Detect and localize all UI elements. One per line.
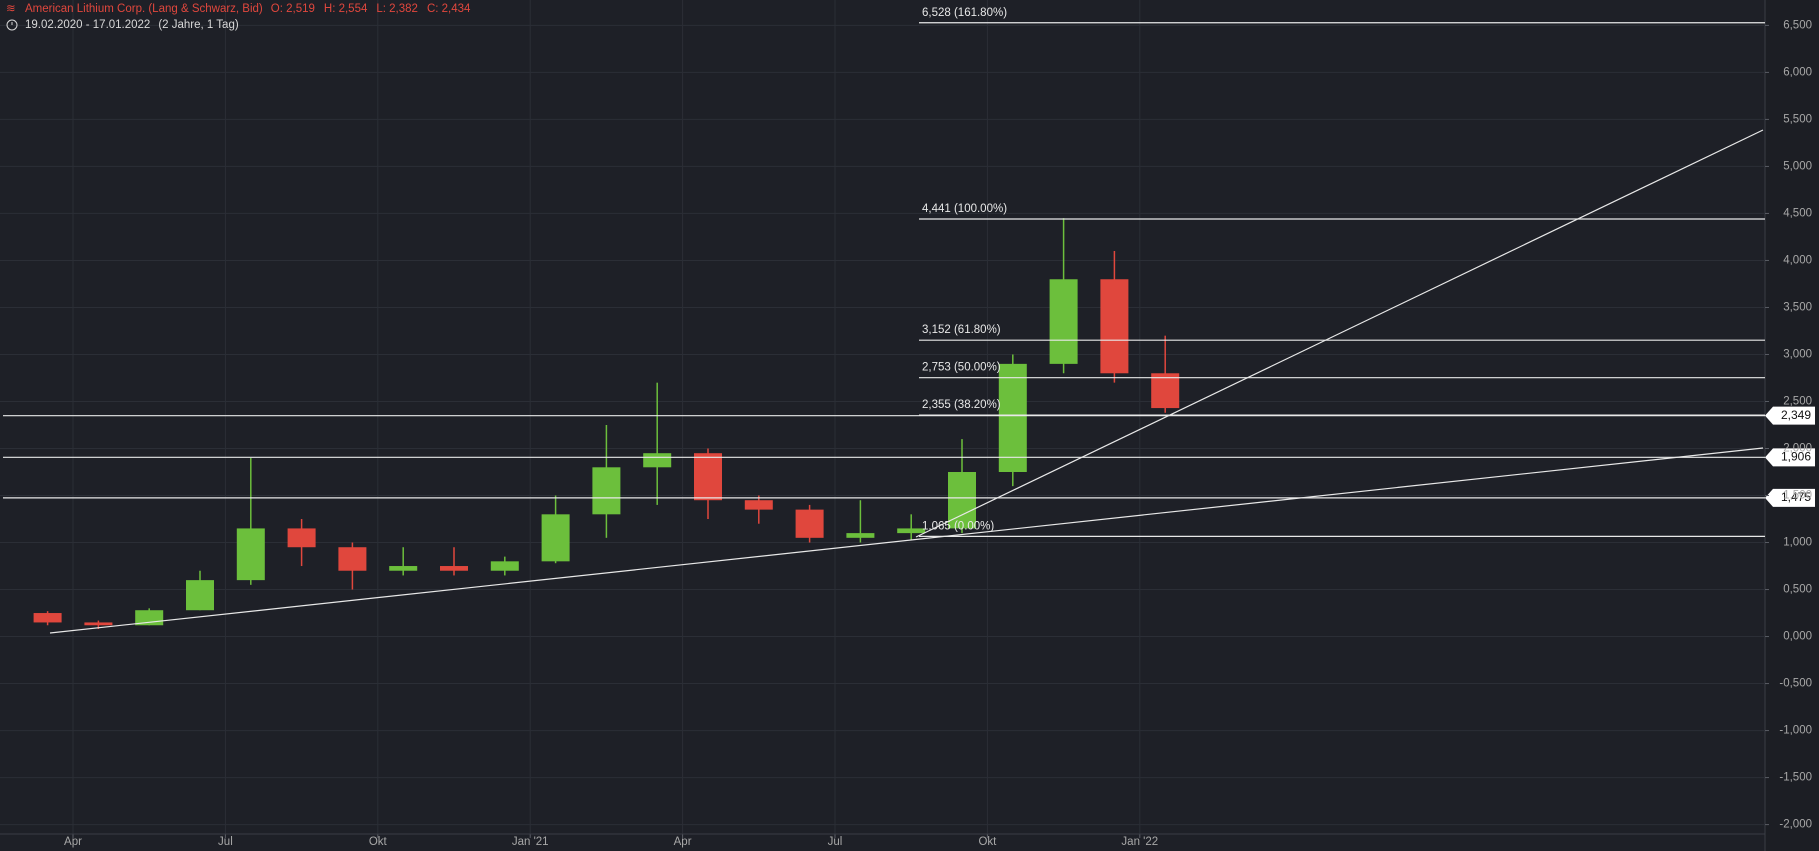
candle-body: [1049, 279, 1078, 364]
candle-body: [744, 500, 773, 510]
fib-label: 3,152 (61.80%): [922, 324, 1001, 336]
y-tick-label: -0,500: [1779, 678, 1812, 690]
fib-label: 2,355 (38.20%): [922, 399, 1001, 411]
candle-body: [287, 528, 316, 548]
y-tick-label: 4,500: [1783, 207, 1812, 219]
candle-body: [592, 467, 621, 515]
chart-title: American Lithium Corp. (Lang & Schwarz, …: [25, 3, 263, 15]
y-tick-label: 6,000: [1783, 66, 1812, 78]
x-tick-label: Jul: [828, 836, 843, 848]
x-tick-label: Apr: [674, 836, 692, 848]
y-tick-label: 2,000: [1783, 443, 1812, 455]
ticker-icon: ≋: [6, 3, 16, 15]
ohlc-info: O: 2,519 H: 2,554 L: 2,382 C: 2,434: [271, 3, 471, 15]
candle-body: [389, 566, 418, 571]
fib-label: 6,528 (161.80%): [922, 7, 1007, 19]
trendline: [49, 447, 1764, 634]
candle-body: [541, 514, 570, 562]
candle-body: [440, 566, 468, 571]
y-tick-label: 3,500: [1783, 301, 1812, 313]
candle-body: [694, 453, 722, 501]
y-tick-label: -1,000: [1779, 725, 1812, 737]
y-tick-label: 5,000: [1783, 160, 1812, 172]
y-tick-label: -2,000: [1779, 819, 1812, 831]
price-box: [1765, 406, 1815, 425]
candle-body: [186, 580, 214, 611]
x-tick-label: Jan '21: [512, 836, 549, 848]
candle-body: [490, 561, 519, 571]
y-tick-label: 6,500: [1783, 19, 1812, 31]
candle-body: [846, 533, 875, 538]
axes: -2,000 -1,500 -1,000 -0,500 0,000 0,500 1,000 1…: [0, 19, 1812, 848]
y-tick-label: 5,500: [1783, 113, 1812, 125]
period: (2 Jahre, 1 Tag): [158, 19, 239, 31]
levels: 6,528 (161.80%) 4,441 (100.00%) 3,152 (61.…: [3, 7, 1815, 538]
price-axis-panel: [1765, 0, 1819, 851]
fib-label: 4,441 (100.00%): [922, 203, 1007, 215]
fib-label: 1,065 (0.00%): [922, 520, 994, 532]
x-tick-label: Jan '22: [1121, 836, 1158, 848]
ohlc-value: O: 2,519: [271, 3, 315, 15]
candle-body: [795, 509, 824, 538]
x-tick-label: Jul: [218, 836, 233, 848]
candle-body: [33, 613, 62, 623]
date-range: 19.02.2020 - 17.01.2022: [25, 19, 150, 31]
fib-label: 2,753 (50.00%): [922, 362, 1001, 374]
y-tick-label: 1,500: [1783, 490, 1812, 502]
price-box-label: 1,906: [1781, 450, 1811, 464]
y-tick-label: -1,500: [1779, 772, 1812, 784]
price-box: [1765, 488, 1815, 507]
y-tick-label: 4,000: [1783, 254, 1812, 266]
candle-body: [338, 547, 367, 571]
y-tick-label: 0,500: [1783, 584, 1812, 596]
candle-body: [1100, 279, 1129, 374]
price-box: [1765, 448, 1815, 467]
trendline: [915, 129, 1764, 538]
candle-body: [897, 528, 926, 534]
y-tick-label: 2,500: [1783, 396, 1812, 408]
x-tick-label: Okt: [978, 836, 997, 848]
candle-body: [1151, 373, 1180, 409]
candle-body: [84, 622, 113, 626]
y-tick-label: 3,000: [1783, 349, 1812, 361]
candles: [33, 218, 1180, 630]
x-tick-label: Okt: [369, 836, 388, 848]
ohlc-value: C: 2,434: [427, 3, 471, 15]
price-box-label: 2,349: [1781, 408, 1811, 422]
candle-body: [643, 453, 672, 468]
ohlc-value: L: 2,382: [376, 3, 418, 15]
ohlc-value: H: 2,554: [324, 3, 368, 15]
y-tick-label: 0,000: [1783, 631, 1812, 643]
y-tick-label: 1,000: [1783, 537, 1812, 549]
candle-body: [998, 363, 1027, 473]
x-tick-label: Apr: [64, 836, 82, 848]
candle-body: [236, 528, 265, 581]
grid: [0, 0, 1765, 834]
clock-icon: [6, 19, 18, 31]
price-box-label: 1,475: [1781, 490, 1811, 504]
